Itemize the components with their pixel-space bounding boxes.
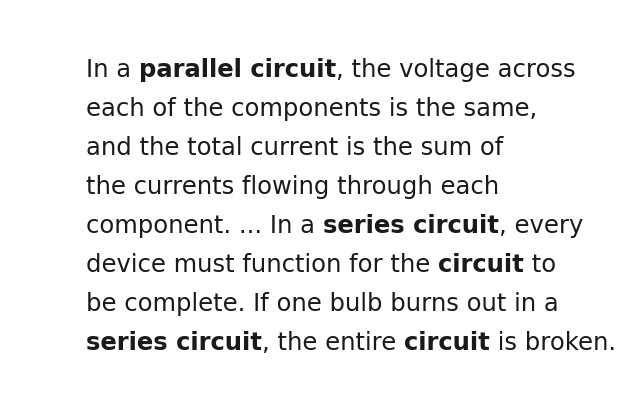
Text: , the entire: , the entire [262, 330, 404, 354]
Text: series circuit: series circuit [86, 330, 262, 354]
Text: , the voltage across: , the voltage across [336, 58, 576, 82]
Text: is broken.: is broken. [490, 330, 616, 354]
Text: In a: In a [86, 58, 139, 82]
Text: circuit: circuit [404, 330, 490, 354]
Text: circuit: circuit [438, 253, 524, 277]
Text: parallel circuit: parallel circuit [139, 58, 336, 82]
Text: series circuit: series circuit [322, 213, 499, 238]
Text: and the total current is the sum of: and the total current is the sum of [86, 136, 503, 160]
Text: component. ... In a: component. ... In a [86, 213, 322, 238]
Text: each of the components is the same,: each of the components is the same, [86, 97, 537, 121]
Text: , every: , every [499, 213, 583, 238]
Text: device must function for the: device must function for the [86, 253, 438, 277]
Text: to: to [524, 253, 556, 277]
Text: the currents flowing through each: the currents flowing through each [86, 175, 499, 198]
Text: be complete. If one bulb burns out in a: be complete. If one bulb burns out in a [86, 292, 559, 315]
